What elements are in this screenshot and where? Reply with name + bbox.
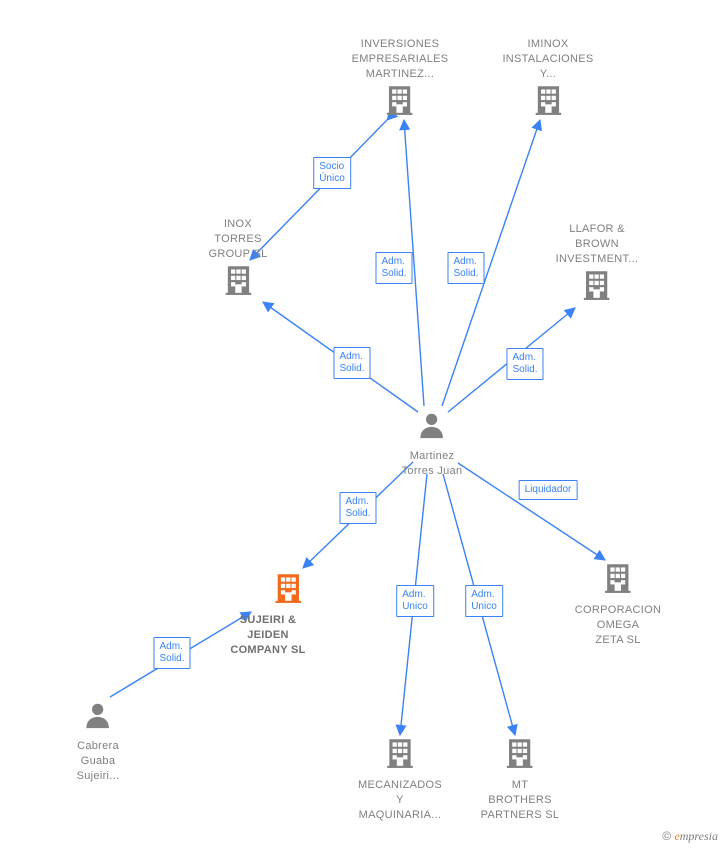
person-icon: [83, 700, 113, 730]
building-icon: [531, 82, 565, 116]
edge-label-e_inv: Adm. Solid.: [375, 252, 412, 284]
edge-label-e_sujeiri: Adm. Solid.: [339, 492, 376, 524]
node-label: INVERSIONES EMPRESARIALES MARTINEZ...: [352, 37, 449, 82]
node-label: MECANIZADOS Y MAQUINARIA...: [358, 778, 442, 823]
node-inversiones[interactable]: INVERSIONES EMPRESARIALES MARTINEZ...: [352, 33, 449, 121]
edge-e_liq: [458, 463, 605, 560]
brand-logo: empresia: [674, 829, 718, 843]
building-icon: [601, 560, 635, 594]
building-icon: [383, 82, 417, 116]
node-label: Martinez Torres Juan: [402, 449, 463, 479]
node-cabrera[interactable]: Cabrera Guaba Sujeiri...: [77, 700, 120, 784]
building-icon: [221, 262, 255, 296]
building-icon: [503, 735, 537, 769]
edge-label-e_cabrera: Adm. Solid.: [153, 637, 190, 669]
node-mecanizados[interactable]: MECANIZADOS Y MAQUINARIA...: [358, 735, 442, 823]
node-inox_torres[interactable]: INOX TORRES GROUP SL: [208, 213, 267, 301]
copyright: © empresia: [662, 829, 718, 844]
node-mt_brothers[interactable]: MT BROTHERS PARTNERS SL: [481, 735, 560, 823]
node-label: IMINOX INSTALACIONES Y...: [502, 37, 593, 82]
copyright-symbol: ©: [662, 829, 671, 843]
building-icon: [383, 735, 417, 769]
node-llafor[interactable]: LLAFOR & BROWN INVESTMENT...: [556, 218, 639, 306]
node-label: INOX TORRES GROUP SL: [208, 217, 267, 262]
edge-label-e_llafor: Adm. Solid.: [506, 348, 543, 380]
node-corp_omega[interactable]: CORPORACION OMEGA ZETA SL: [575, 560, 661, 648]
node-label: MT BROTHERS PARTNERS SL: [481, 778, 560, 823]
building-icon: [580, 267, 614, 301]
node-sujeiri[interactable]: SUJEIRI & JEIDEN COMPANY SL: [250, 570, 325, 658]
node-martinez[interactable]: Martinez Torres Juan: [402, 410, 463, 479]
edge-label-e_socio: Socio Único: [313, 157, 351, 189]
node-iminox[interactable]: IMINOX INSTALACIONES Y...: [502, 33, 593, 121]
edge-e_socio: [250, 120, 387, 260]
edge-label-e_mec: Adm. Unico: [396, 585, 434, 617]
building-icon: [271, 570, 305, 604]
edge-label-e_iminox: Adm. Solid.: [447, 252, 484, 284]
node-label: Cabrera Guaba Sujeiri...: [77, 739, 120, 784]
node-label: CORPORACION OMEGA ZETA SL: [575, 603, 661, 648]
edge-label-e_liq: Liquidador: [519, 480, 578, 500]
node-label: LLAFOR & BROWN INVESTMENT...: [556, 222, 639, 267]
edge-label-e_inox: Adm. Solid.: [333, 347, 370, 379]
edge-label-e_mt: Adm. Unico: [465, 585, 503, 617]
node-label: SUJEIRI & JEIDEN COMPANY SL: [230, 613, 305, 658]
person-icon: [417, 410, 447, 440]
